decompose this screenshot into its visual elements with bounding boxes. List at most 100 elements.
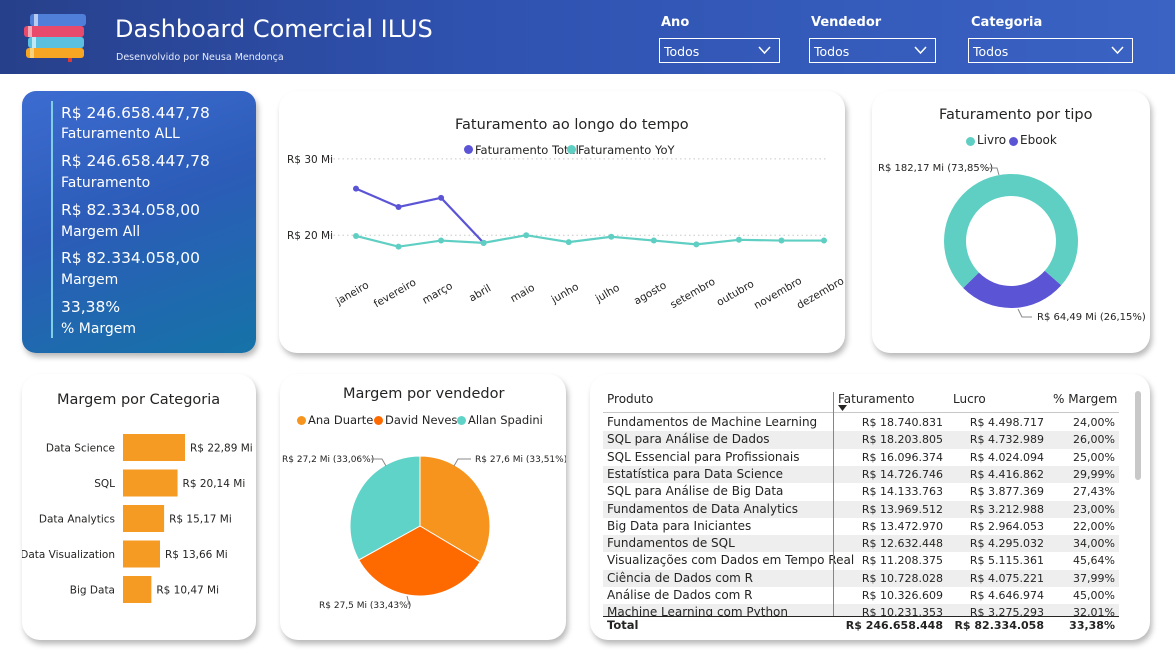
bar-category-label: Data Visualization (22, 549, 115, 561)
total-lucro: R$ 82.334.058 (954, 619, 1044, 632)
x-tick-label: janeiro (333, 279, 371, 308)
filter-value-categoria: Todos (973, 44, 1009, 59)
donut-label-livro: R$ 182,17 Mi (73,85%) (878, 163, 993, 174)
bar[interactable] (123, 540, 160, 568)
data-point[interactable] (523, 232, 530, 239)
filter-dropdown-categoria[interactable]: Todos (968, 38, 1133, 63)
data-point[interactable] (395, 203, 402, 210)
data-point[interactable] (565, 239, 572, 246)
legend-dot-livro (966, 137, 975, 146)
table-row[interactable]: Análise de Dados com R R$ 10.326.609 R$ 4.… (603, 587, 1119, 604)
kpi-value-faturamento-all: R$ 246.658.447,78 (61, 104, 210, 122)
data-point[interactable] (821, 237, 827, 244)
y-tick-label: R$ 20 Mi (287, 230, 333, 242)
data-point[interactable] (480, 239, 487, 246)
kpi-card (22, 91, 256, 353)
total-label: Total (607, 618, 639, 632)
data-point[interactable] (438, 237, 445, 244)
filter-value-ano: Todos (664, 44, 700, 59)
cell-produto: Machine Learning com Python (607, 605, 788, 620)
total-margem: 33,38% (1069, 619, 1115, 632)
table-row[interactable]: Estatística para Data Science R$ 14.726.7… (603, 465, 1119, 484)
table-header-lucro[interactable]: Lucro (953, 392, 986, 406)
cell-margem: 23,00% (1073, 502, 1115, 516)
table-row[interactable]: SQL Essencial para Profissionais R$ 16.09… (603, 449, 1119, 466)
table-row[interactable]: Big Data para Iniciantes R$ 13.472.970 R$ … (603, 518, 1119, 535)
bar[interactable] (123, 505, 165, 532)
legend-dot-faturamento-total (464, 145, 473, 154)
x-tick-label: setembro (668, 276, 717, 311)
books-logo-icon (24, 14, 86, 62)
data-point[interactable] (693, 241, 700, 248)
data-point[interactable] (650, 237, 657, 244)
donut-slice-livro[interactable] (944, 173, 1078, 288)
table-row[interactable]: Fundamentos de Machine Learning R$ 18.740… (603, 414, 1119, 431)
x-tick-label: julho (593, 282, 622, 306)
table-header-faturamento[interactable]: Faturamento (838, 392, 915, 406)
filter-dropdown-vendedor[interactable]: Todos (809, 38, 936, 63)
data-point[interactable] (395, 243, 402, 250)
chevron-down-icon (758, 46, 771, 55)
cell-faturamento: R$ 13.969.512 (861, 502, 943, 516)
pie-slice-ana-duarte[interactable] (419, 455, 491, 563)
data-point[interactable] (778, 237, 785, 244)
cell-produto: Fundamentos de Data Analytics (607, 501, 798, 516)
kpi-label-margem-all: Margem All (61, 224, 141, 240)
donut-slice-ebook[interactable] (963, 270, 1062, 308)
table-scrollbar-thumb[interactable] (1135, 391, 1141, 480)
table-row[interactable]: Ciência de Dados com R R$ 10.728.028 R$ 4.… (603, 569, 1119, 587)
x-tick-label: agosto (632, 279, 669, 307)
bar[interactable] (123, 469, 178, 497)
x-tick-label: junho (549, 281, 581, 307)
line-chart: R$ 20 Mi R$ 30 Mi janeiro fevereiro março abr… (287, 154, 845, 312)
legend-dot-faturamento-yoy (567, 145, 576, 154)
sort-desc-icon (838, 405, 847, 411)
filter-dropdown-ano[interactable]: Todos (659, 38, 780, 63)
bar[interactable] (123, 434, 185, 461)
table-row[interactable]: SQL para Análise de Big Data R$ 14.133.76… (603, 483, 1119, 500)
legend-dot-david-neves (374, 416, 383, 425)
table-header-produto[interactable]: Produto (607, 392, 654, 406)
kpi-value-faturamento: R$ 246.658.447,78 (61, 152, 210, 170)
donut-chart-title: Faturamento por tipo (939, 107, 1093, 123)
cell-faturamento: R$ 16.096.374 (861, 450, 943, 464)
cell-lucro: R$ 4.416.862 (969, 467, 1044, 481)
data-point[interactable] (735, 236, 742, 243)
leader-line (1017, 308, 1032, 318)
x-tick-label: abril (467, 282, 493, 304)
table-row[interactable]: Visualizações com Dados em Tempo Real R$ … (603, 552, 1119, 569)
kpi-label-margem: Margem (61, 272, 119, 288)
cell-faturamento: R$ 18.203.805 (861, 433, 943, 447)
legend-label-faturamento-total: Faturamento Total (475, 143, 579, 157)
legend-label-livro: Livro (977, 133, 1007, 147)
bar-category-label: SQL (94, 478, 115, 490)
bar-category-label: Big Data (70, 585, 115, 597)
table-row[interactable]: Fundamentos de Data Analytics R$ 13.969.5… (603, 500, 1119, 518)
data-point[interactable] (353, 232, 359, 239)
data-point[interactable] (438, 194, 445, 201)
table-row[interactable]: SQL para Análise de Dados R$ 18.203.805 R$… (603, 431, 1119, 449)
pie-label-ana-duarte: R$ 27,6 Mi (33,51%) (475, 455, 566, 465)
x-tick-label: maio (508, 282, 537, 305)
x-tick-label: fevereiro (372, 277, 419, 311)
cell-produto: Fundamentos de Machine Learning (607, 415, 818, 429)
bar-category-label: Data Analytics (39, 514, 115, 526)
data-point[interactable] (608, 233, 615, 240)
filter-value-vendedor: Todos (814, 44, 850, 59)
data-point[interactable] (353, 185, 359, 192)
leader-line (371, 458, 387, 467)
cell-lucro: R$ 4.024.094 (969, 450, 1044, 464)
legend-label-faturamento-yoy: Faturamento YoY (578, 143, 675, 157)
pie-slice-allan-spadini[interactable] (349, 455, 421, 561)
legend-label-ana-duarte: Ana Duarte (308, 413, 374, 427)
table-header-margem[interactable]: % Margem (1053, 392, 1118, 406)
bar[interactable] (123, 576, 152, 603)
kpi-label-pct-margem: % Margem (61, 321, 137, 337)
kpi-accent-line (51, 101, 53, 338)
filter-label-vendedor: Vendedor (811, 15, 882, 30)
legend-dot-allan-spadini (457, 416, 466, 425)
cell-margem: 24,00% (1073, 416, 1115, 429)
x-tick-label: outubro (715, 278, 757, 309)
cell-produto: SQL para Análise de Dados (607, 432, 770, 447)
table-row[interactable]: Fundamentos de SQL R$ 12.632.448 R$ 4.295.… (603, 535, 1119, 553)
